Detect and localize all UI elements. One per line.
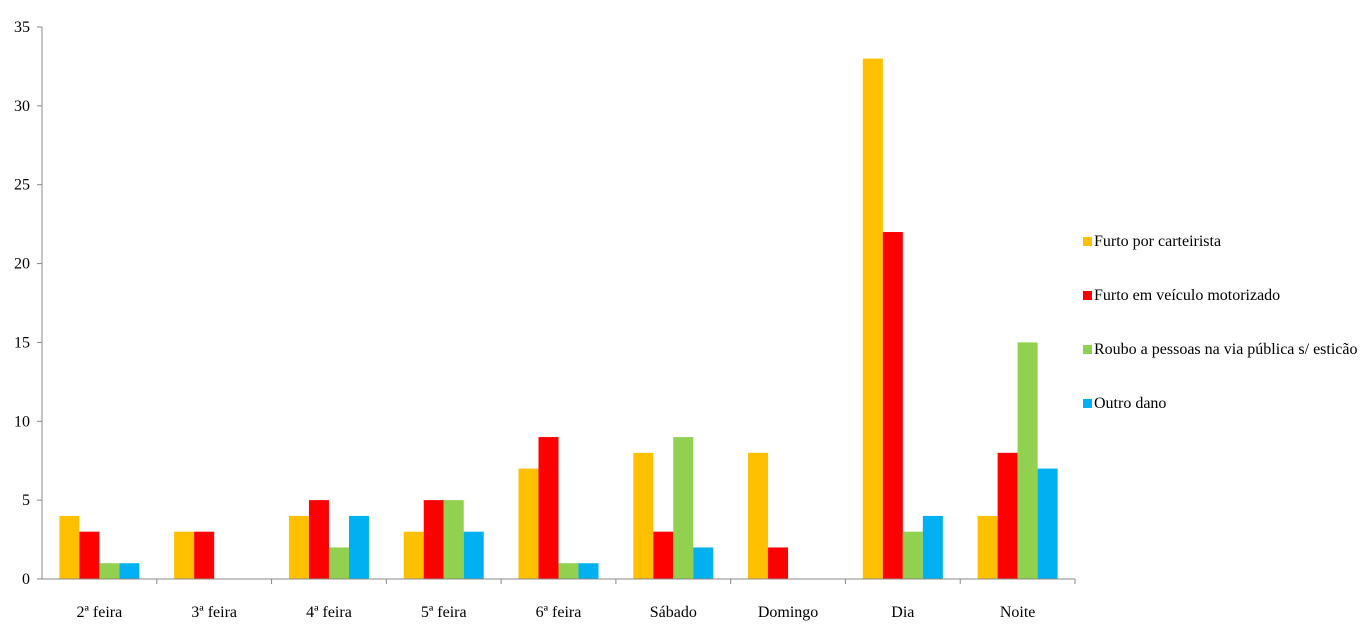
legend-label: Furto em veículo motorizado [1094,287,1280,304]
bar [538,437,559,579]
x-tick-label: Sábado [650,604,697,621]
y-tick-label: 0 [22,571,30,588]
bar [862,58,883,580]
y-tick-label: 15 [14,334,30,351]
x-tick-label: 4ª feira [306,604,352,621]
legend: Furto por carteirista Furto em veículo mo… [1083,233,1358,412]
bar [558,563,579,579]
bar [693,547,714,579]
y-tick-label: 20 [14,256,30,273]
x-tick-label: Dia [891,604,914,621]
x-tick-label: 3ª feira [191,604,237,621]
y-tick-label: 35 [14,19,30,36]
y-tick-label: 5 [22,492,30,509]
bar [653,531,674,579]
bar [882,232,903,579]
bar [633,452,654,579]
x-tick-label: Noite [1000,604,1036,621]
x-tick-label: 6ª feira [536,604,582,621]
bar [308,500,329,579]
bar [174,531,195,579]
bar [194,531,215,579]
bar [518,468,539,579]
bar [578,563,599,579]
legend-label: Roubo a pessoas na via pública s/ esticã… [1094,341,1358,358]
bar [1037,468,1058,579]
legend-label: Furto por carteirista [1094,233,1221,250]
bar [922,515,943,579]
bar [119,563,140,579]
x-axis-labels: 2ª feira 3ª feira 4ª feira 5ª feira 6ª feira… [77,579,1076,621]
legend-swatch [1083,399,1092,408]
bar [1017,342,1038,579]
bar [423,500,444,579]
bar [977,515,998,579]
x-tick-label: 2ª feira [77,604,123,621]
bars [59,58,1058,580]
bar [328,547,349,579]
bar [348,515,369,579]
x-tick-label: 5ª feira [421,604,467,621]
bar [79,531,100,579]
bar [748,452,769,579]
legend-swatch [1083,345,1092,354]
legend-label: Outro dano [1094,395,1166,412]
bar [59,515,80,579]
bar [443,500,464,579]
bar [768,547,789,579]
legend-swatch [1083,291,1092,300]
legend-swatch [1083,237,1092,246]
y-tick-label: 25 [14,177,30,194]
bar [902,531,923,579]
y-axis-ticks: 0 5 10 15 20 25 30 35 [14,19,42,588]
bar [403,531,424,579]
bar [997,452,1018,579]
bar [673,437,694,579]
x-tick-label: Domingo [758,604,818,621]
bar [288,515,309,579]
bar [463,531,484,579]
bar [99,563,120,579]
y-tick-label: 10 [14,413,30,430]
y-tick-label: 30 [14,98,30,115]
